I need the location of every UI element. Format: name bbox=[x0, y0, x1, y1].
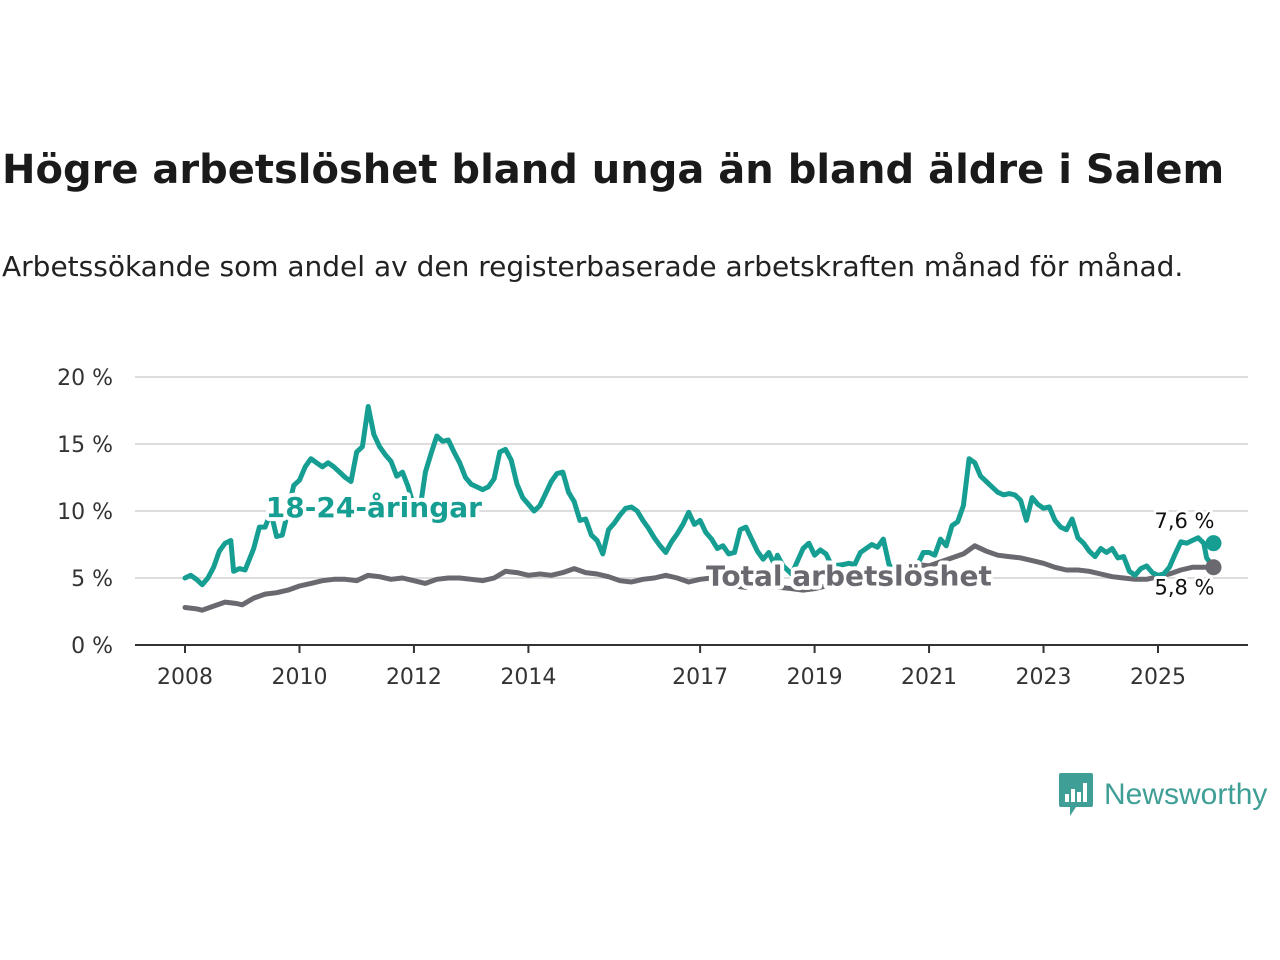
end-label-total: 5,8 % bbox=[1154, 575, 1214, 599]
y-tick-label: 0 % bbox=[71, 634, 113, 659]
brand-name: Newsworthy bbox=[1104, 778, 1268, 811]
series-line-total bbox=[182, 543, 1212, 613]
x-tick-label: 2017 bbox=[672, 665, 728, 690]
newsworthy-brand: Newsworthy bbox=[1058, 772, 1267, 818]
bar-chart-speech-icon bbox=[1059, 773, 1093, 816]
y-tick-label: 20 % bbox=[57, 366, 113, 391]
chart-subtitle: Arbetssökande som andel av den registerb… bbox=[2, 250, 1184, 283]
series-lines bbox=[182, 404, 1212, 613]
end-point-total bbox=[1205, 559, 1222, 576]
x-axis-ticks: 2008 2010 2012 2014 2017 2019 2021 2023 2025 bbox=[135, 644, 1248, 690]
y-tick-label: 5 % bbox=[71, 567, 113, 592]
series-line-young bbox=[182, 404, 1212, 588]
y-axis-ticks: 0 % 5 % 10 % 15 % 20 % bbox=[57, 366, 113, 659]
gridlines bbox=[135, 376, 1248, 579]
y-tick-label: 10 % bbox=[57, 500, 113, 525]
series-label-young: 18-24-åringar bbox=[266, 491, 482, 524]
series-label-total: Total arbetslöshet bbox=[706, 559, 992, 592]
x-tick-label: 2025 bbox=[1130, 665, 1186, 690]
x-tick-label: 2010 bbox=[271, 665, 327, 690]
y-tick-label: 15 % bbox=[57, 433, 113, 458]
x-tick-label: 2014 bbox=[500, 665, 556, 690]
end-point-young bbox=[1205, 535, 1222, 552]
x-tick-label: 2012 bbox=[386, 665, 442, 690]
chart-title: Högre arbetslöshet bland unga än bland ä… bbox=[2, 147, 1225, 193]
x-tick-label: 2008 bbox=[157, 665, 213, 690]
x-tick-label: 2023 bbox=[1016, 665, 1072, 690]
x-tick-label: 2021 bbox=[901, 665, 957, 690]
x-tick-label: 2019 bbox=[787, 665, 843, 690]
end-label-young: 7,6 % bbox=[1154, 509, 1214, 533]
series-labels: 18-24-åringar Total arbetslöshet 7,6 % 5,8 … bbox=[262, 487, 1222, 602]
